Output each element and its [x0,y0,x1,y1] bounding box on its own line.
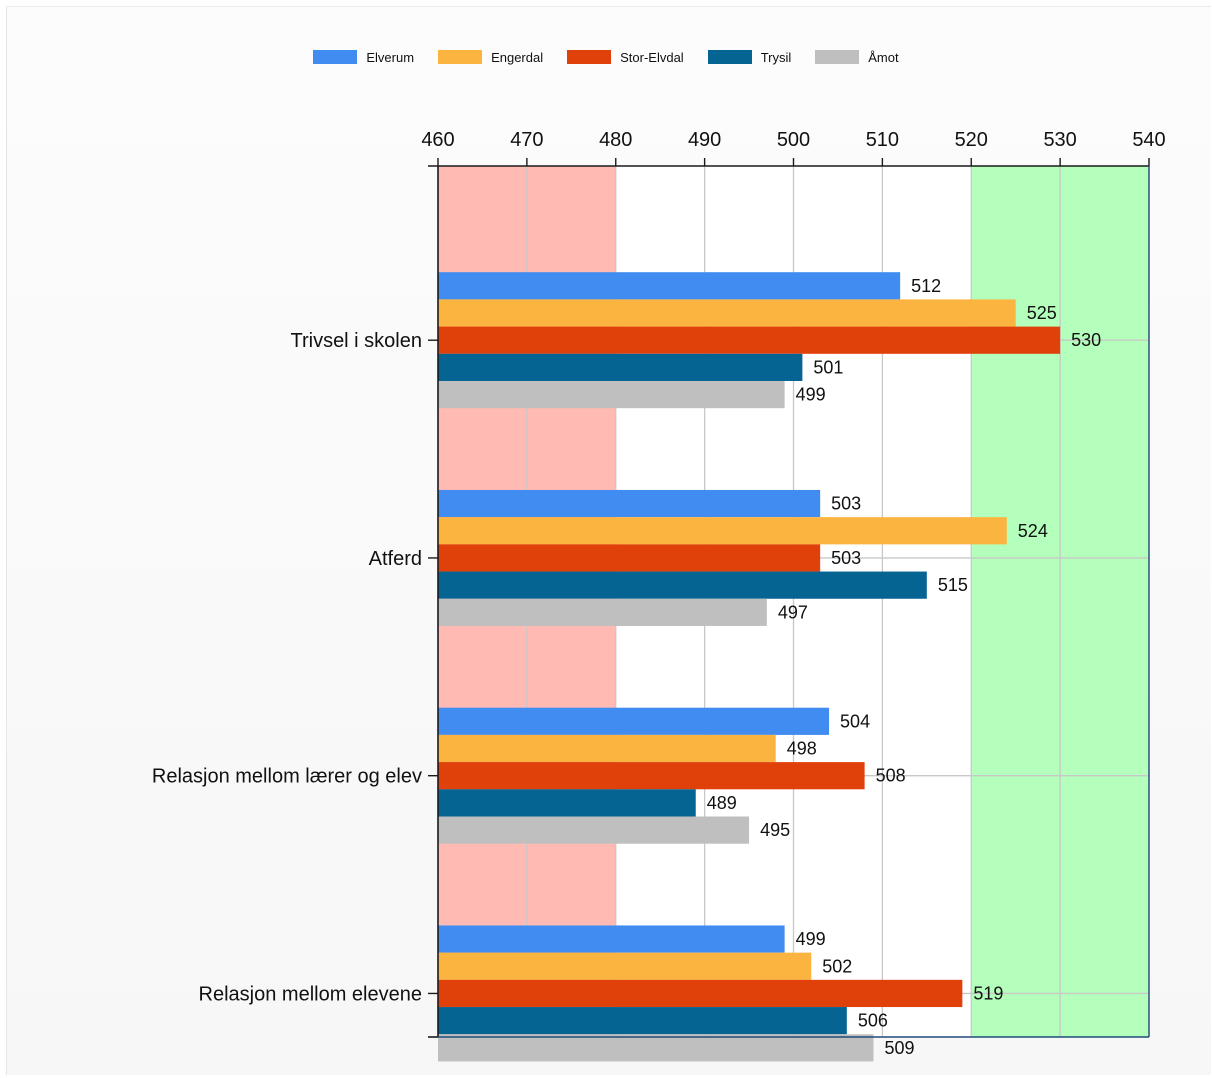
data-label: 489 [707,793,737,813]
category-label-relasjon-mellom-l-rer-og-elev: Relasjon mellom lærer og elev [152,766,422,788]
x-tick-label: 490 [688,129,721,151]
data-label: 502 [822,956,852,976]
bar-atferd-amot [438,598,767,626]
bar-trivsel-i-skolen-amot [438,381,785,409]
category-label-relasjon-mellom-elevene: Relasjon mellom elevene [199,983,422,1005]
data-label: 499 [796,929,826,949]
bar-relasjon-mellom-l-rer-og-elev-engerdal [438,734,776,763]
data-label: 525 [1027,303,1057,323]
data-label: 495 [760,820,790,840]
legend-swatch [815,50,860,64]
bar-relasjon-mellom-elevene-amot [438,1034,874,1062]
data-label: 524 [1018,521,1048,541]
data-label: 519 [973,983,1003,1003]
bar-relasjon-mellom-l-rer-og-elev-trysil [438,789,696,817]
legend-swatch [707,50,752,64]
data-label: 509 [884,1038,914,1058]
legend-item-amot: Åmot [815,49,899,65]
data-label: 498 [787,739,817,759]
data-label: 506 [858,1011,888,1031]
legend-item-trysil: Trysil [707,49,792,65]
bar-relasjon-mellom-elevene-elverum [438,925,785,953]
data-label: 504 [840,711,870,731]
legend-label: Elverum [366,49,415,65]
bar-relasjon-mellom-elevene-trysil [438,1007,847,1035]
x-tick-label: 510 [866,129,899,151]
data-label: 499 [796,385,826,405]
x-tick-label: 520 [955,129,988,151]
bar-relasjon-mellom-elevene-stor-elvdal [438,979,963,1008]
data-label: 530 [1071,330,1101,350]
x-tick-label: 460 [421,129,454,151]
bar-atferd-trysil [438,571,927,599]
bar-atferd-elverum [438,489,821,518]
x-tick-label: 530 [1043,129,1076,151]
legend-label: Åmot [868,49,899,65]
x-tick-label: 500 [777,129,810,151]
data-label: 497 [778,602,808,622]
legend-item-stor-elvdal: Stor-Elvdal [567,50,684,65]
bar-trivsel-i-skolen-trysil [438,353,803,381]
data-label: 508 [876,766,906,786]
legend-swatch [438,50,483,64]
bar-relasjon-mellom-l-rer-og-elev-stor-elvdal [438,762,865,790]
bar-relasjon-mellom-l-rer-og-elev-amot [438,816,750,844]
bar-atferd-stor-elvdal [438,544,821,572]
bar-trivsel-i-skolen-elverum [438,272,901,300]
data-label: 512 [911,276,941,296]
bar-atferd-engerdal [438,517,1007,545]
legend-label: Trysil [760,49,792,65]
legend-label: Engerdal [491,49,544,65]
legend-swatch [567,50,612,64]
bar-trivsel-i-skolen-stor-elvdal [438,326,1061,354]
data-label: 503 [831,548,861,568]
legend-swatch [313,50,358,64]
legend-item-elverum: Elverum [313,50,414,65]
data-label: 501 [813,357,843,377]
category-label-trivsel-i-skolen: Trivsel i skolen [290,330,422,352]
x-tick-label: 540 [1132,129,1165,151]
legend-label: Stor-Elvdal [620,49,684,65]
bar-trivsel-i-skolen-engerdal [438,299,1016,327]
legend: Elverum Engerdal Stor-Elvdal Trysil Åmot [0,46,1212,68]
data-label: 503 [831,494,861,514]
bar-relasjon-mellom-elevene-engerdal [438,952,812,980]
bar-relasjon-mellom-l-rer-og-elev-elverum [438,707,830,735]
data-label: 515 [938,575,968,595]
category-label-atferd: Atferd [369,548,422,570]
x-tick-label: 480 [599,129,632,151]
legend-item-engerdal: Engerdal [438,50,543,65]
x-tick-label: 470 [510,129,543,151]
